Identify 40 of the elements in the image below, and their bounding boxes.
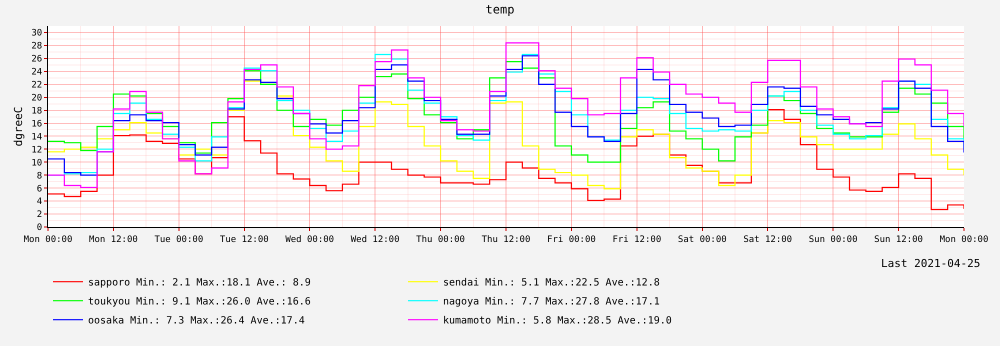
y-tick-label: 6 — [36, 184, 42, 194]
x-tick-label: Sat 00:00 — [678, 234, 727, 245]
chart-title: temp — [486, 2, 514, 17]
y-tick-label: 18 — [31, 106, 42, 116]
x-tick-label: Mon 12:00 — [89, 234, 138, 245]
y-axis-title: dgreeC — [12, 106, 26, 146]
y-tick-label: 0 — [36, 223, 42, 234]
x-tick-label: Tue 00:00 — [154, 234, 204, 245]
x-tick-label: Sun 00:00 — [808, 234, 858, 245]
y-tick-label: 22 — [31, 80, 42, 90]
x-tick-label: Sun 12:00 — [874, 234, 923, 245]
x-tick-label: Fri 12:00 — [612, 234, 662, 245]
x-tick-label: Mon 00:00 — [24, 234, 72, 245]
x-tick-label: Tue 12:00 — [220, 234, 269, 245]
legend-label: kumamoto Min.: 5.8 Max.:28.5 Ave.:19.0 — [443, 316, 672, 327]
y-tick-label: 28 — [31, 42, 42, 52]
x-tick-label: Fri 00:00 — [547, 234, 596, 245]
y-tick-label: 4 — [36, 197, 42, 208]
x-tick-label: Thu 12:00 — [482, 234, 530, 245]
y-tick-label: 8 — [36, 171, 42, 182]
x-tick-label: Wed 00:00 — [285, 234, 334, 245]
x-tick-label: Mon 00:00 — [940, 234, 988, 245]
legend-label: toukyou Min.: 9.1 Max.:26.0 Ave.:16.6 — [88, 296, 311, 308]
text: Last 2021-04-25 — [881, 257, 980, 270]
legend-label: sendai Min.: 5.1 Max.:22.5 Ave.:12.8 — [443, 278, 660, 289]
legend-label: nagoya Min.: 7.7 Max.:27.8 Ave.:17.1 — [443, 296, 660, 308]
x-tick-label: Sat 12:00 — [743, 234, 792, 245]
y-tick-label: 24 — [31, 68, 42, 78]
y-tick-label: 2 — [36, 210, 42, 220]
x-tick-label: Thu 00:00 — [416, 234, 465, 245]
y-tick-label: 16 — [31, 119, 42, 130]
y-tick-label: 20 — [31, 93, 42, 104]
x-tick-label: Wed 12:00 — [350, 234, 400, 245]
y-tick-label: 12 — [31, 145, 42, 156]
legend-label: oosaka Min.: 7.3 Max.:26.4 Ave.:17.4 — [88, 316, 305, 327]
legend-label: sapporo Min.: 2.1 Max.:18.1 Ave.: 8.9 — [88, 278, 311, 289]
y-tick-label: 10 — [31, 158, 42, 168]
y-tick-label: 26 — [31, 54, 42, 65]
y-tick-label: 30 — [31, 28, 42, 39]
y-tick-label: 14 — [31, 132, 42, 142]
